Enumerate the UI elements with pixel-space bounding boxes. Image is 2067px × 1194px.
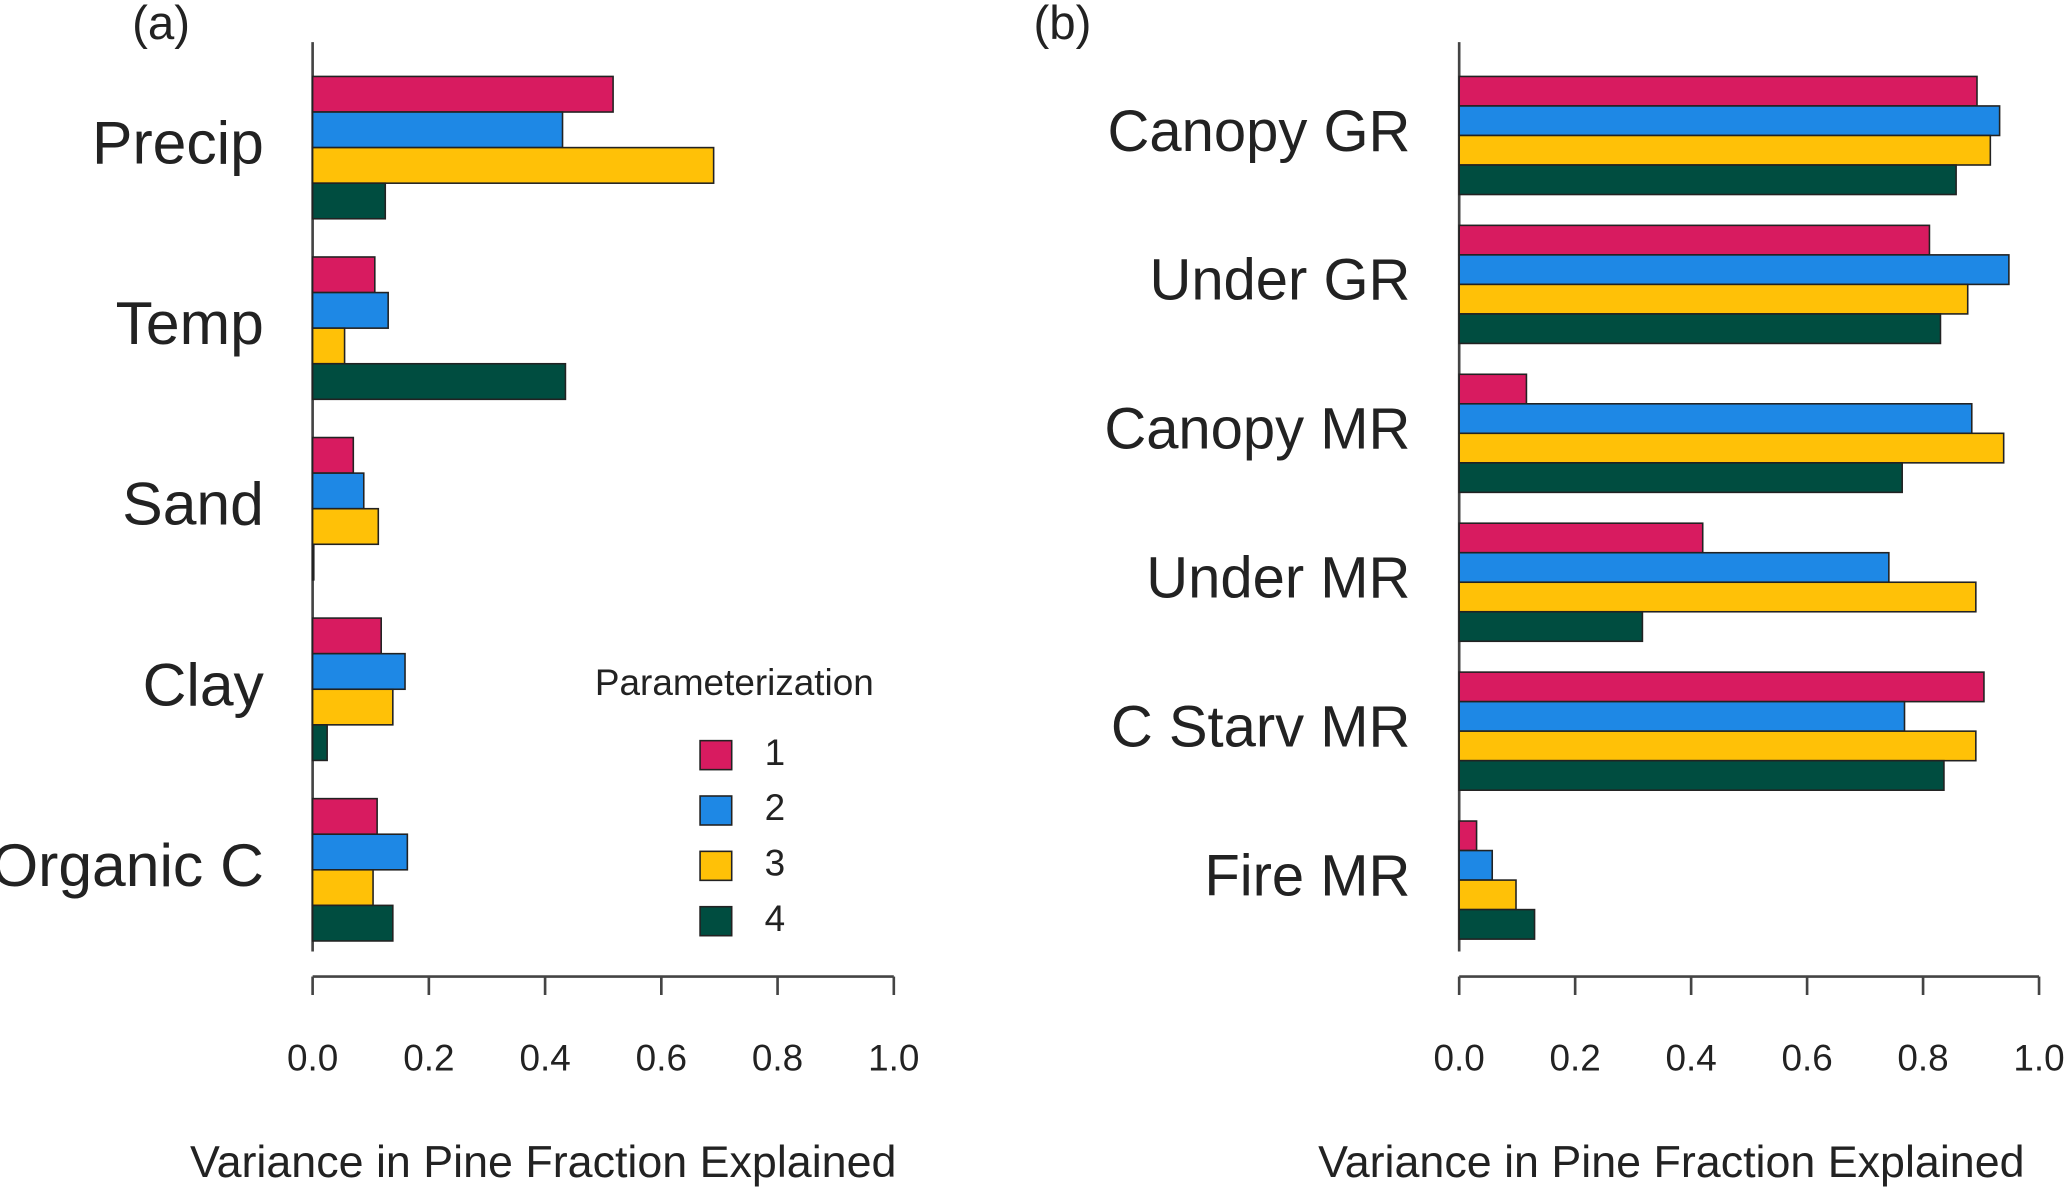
category-label: C Starv MR bbox=[1111, 695, 1411, 759]
bar bbox=[1458, 283, 1969, 315]
bar bbox=[1458, 462, 1903, 494]
bar bbox=[1458, 700, 1906, 732]
bar bbox=[1458, 432, 2005, 464]
bar bbox=[1458, 551, 1890, 584]
bar bbox=[311, 182, 387, 220]
x-tick-label: 0.2 bbox=[403, 1038, 454, 1079]
x-tick-label: 0.2 bbox=[1550, 1038, 1601, 1079]
bar bbox=[1458, 908, 1536, 940]
bar bbox=[1458, 403, 1973, 435]
bar bbox=[1458, 849, 1494, 881]
category-label: Under MR bbox=[1146, 547, 1410, 611]
bar bbox=[1458, 522, 1704, 554]
bar bbox=[1458, 105, 2001, 137]
bar bbox=[311, 833, 409, 871]
panel-label: (a) bbox=[132, 0, 190, 50]
bar bbox=[311, 688, 394, 726]
legend-label: 4 bbox=[765, 898, 786, 939]
bar bbox=[311, 111, 564, 149]
x-tick-label: 0.8 bbox=[1897, 1038, 1948, 1079]
category-label: Organic C bbox=[0, 831, 264, 899]
legend-title: Parameterization bbox=[595, 662, 874, 703]
legend-swatch bbox=[699, 795, 733, 826]
category-label: Canopy MR bbox=[1104, 398, 1410, 462]
bar bbox=[311, 904, 394, 942]
x-tick-label: 0.6 bbox=[636, 1038, 687, 1079]
x-tick-label: 1.0 bbox=[868, 1038, 919, 1079]
bar bbox=[311, 146, 715, 184]
bar bbox=[311, 507, 380, 546]
x-tick-label: 0.4 bbox=[1665, 1038, 1716, 1079]
bar bbox=[1458, 581, 1977, 613]
bar bbox=[1458, 879, 1517, 911]
bar bbox=[311, 291, 389, 329]
bar bbox=[311, 797, 378, 836]
x-tick-label: 0.8 bbox=[752, 1038, 803, 1079]
bar bbox=[1458, 820, 1478, 852]
bar bbox=[1458, 313, 1942, 345]
x-tick-label: 0.6 bbox=[1781, 1038, 1832, 1079]
legend-label: 3 bbox=[765, 843, 786, 884]
bar bbox=[311, 543, 315, 581]
legend-swatch bbox=[699, 905, 733, 937]
x-tick-label: 0.4 bbox=[519, 1038, 570, 1079]
x-tick-label: 0.0 bbox=[287, 1038, 338, 1079]
bar bbox=[1458, 164, 1957, 196]
x-axis-title: Variance in Pine Fraction Explained bbox=[1318, 1137, 2024, 1187]
bar bbox=[1458, 759, 1945, 791]
category-label: Sand bbox=[122, 470, 264, 538]
category-label: Fire MR bbox=[1204, 844, 1410, 908]
bar bbox=[311, 436, 355, 474]
panel-label: (b) bbox=[1034, 0, 1092, 50]
category-label: Temp bbox=[116, 289, 264, 357]
bar bbox=[311, 472, 365, 510]
bar bbox=[1458, 254, 2010, 286]
x-axis-title: Variance in Pine Fraction Explained bbox=[190, 1137, 896, 1187]
bar bbox=[1458, 134, 1992, 166]
bar bbox=[311, 362, 567, 401]
legend-label: 2 bbox=[765, 787, 786, 828]
bar bbox=[311, 75, 614, 113]
legend-swatch bbox=[699, 739, 733, 771]
bar bbox=[311, 652, 406, 691]
x-tick-label: 0.0 bbox=[1434, 1038, 1485, 1079]
bar bbox=[1458, 610, 1644, 643]
bar bbox=[1458, 373, 1528, 405]
bar bbox=[1458, 671, 1985, 703]
bar bbox=[311, 869, 374, 907]
bar bbox=[311, 327, 346, 365]
category-label: Canopy GR bbox=[1108, 100, 1411, 164]
bar bbox=[1458, 224, 1931, 256]
x-tick-label: 1.0 bbox=[2013, 1038, 2064, 1079]
bar bbox=[311, 724, 328, 762]
category-label: Precip bbox=[92, 109, 264, 177]
legend-label: 1 bbox=[765, 732, 786, 773]
category-label: Under GR bbox=[1149, 249, 1410, 313]
legend-swatch bbox=[699, 850, 733, 882]
bar bbox=[1458, 75, 1978, 107]
bar bbox=[311, 617, 382, 655]
bar bbox=[1458, 730, 1977, 762]
bar bbox=[311, 256, 376, 294]
category-label: Clay bbox=[143, 650, 265, 718]
